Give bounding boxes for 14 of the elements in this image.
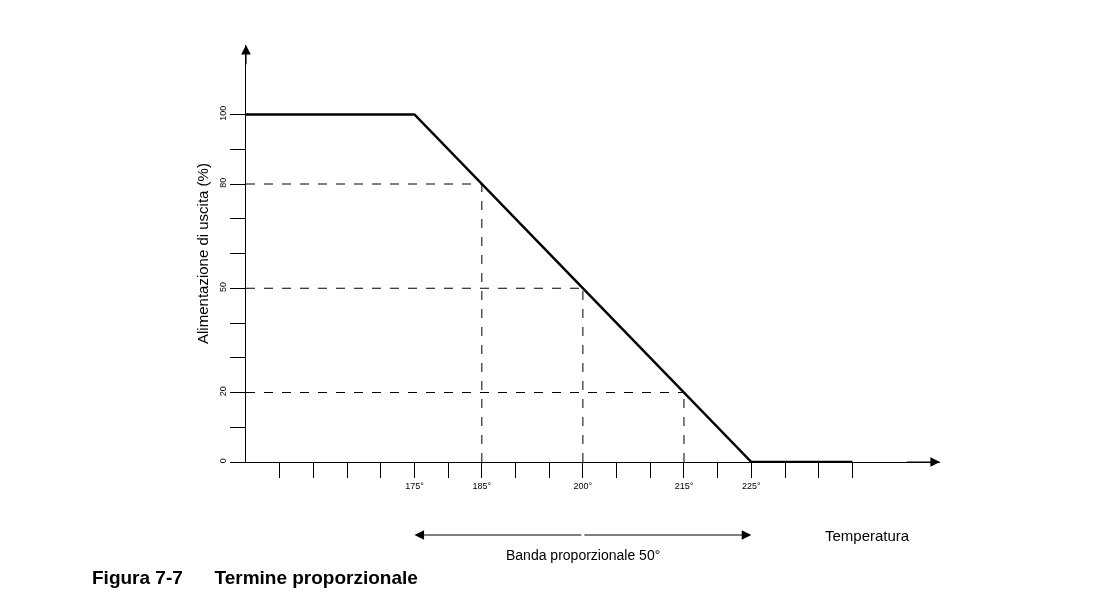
- x-tick-label: 225°: [742, 480, 762, 491]
- text: Figura 7-7 Termine proporzionale: [92, 567, 418, 588]
- y-tick-label: 20: [218, 386, 229, 397]
- x-tick-label: 175°: [405, 480, 425, 491]
- y-tick-label: 80: [218, 177, 229, 188]
- x-axis-title: Temperatura: [825, 527, 910, 544]
- y-tick-label: 0: [218, 458, 229, 464]
- x-tick-label: 215°: [674, 480, 694, 491]
- y-tick-label: 100: [218, 105, 229, 121]
- x-tick-label: 185°: [472, 480, 492, 491]
- y-axis-title: Alimentazione di uscita (%): [193, 163, 211, 344]
- y-tick-label: 50: [218, 281, 229, 292]
- text: Banda proporzionale 50°: [506, 547, 661, 563]
- x-tick-label: 200°: [573, 480, 593, 491]
